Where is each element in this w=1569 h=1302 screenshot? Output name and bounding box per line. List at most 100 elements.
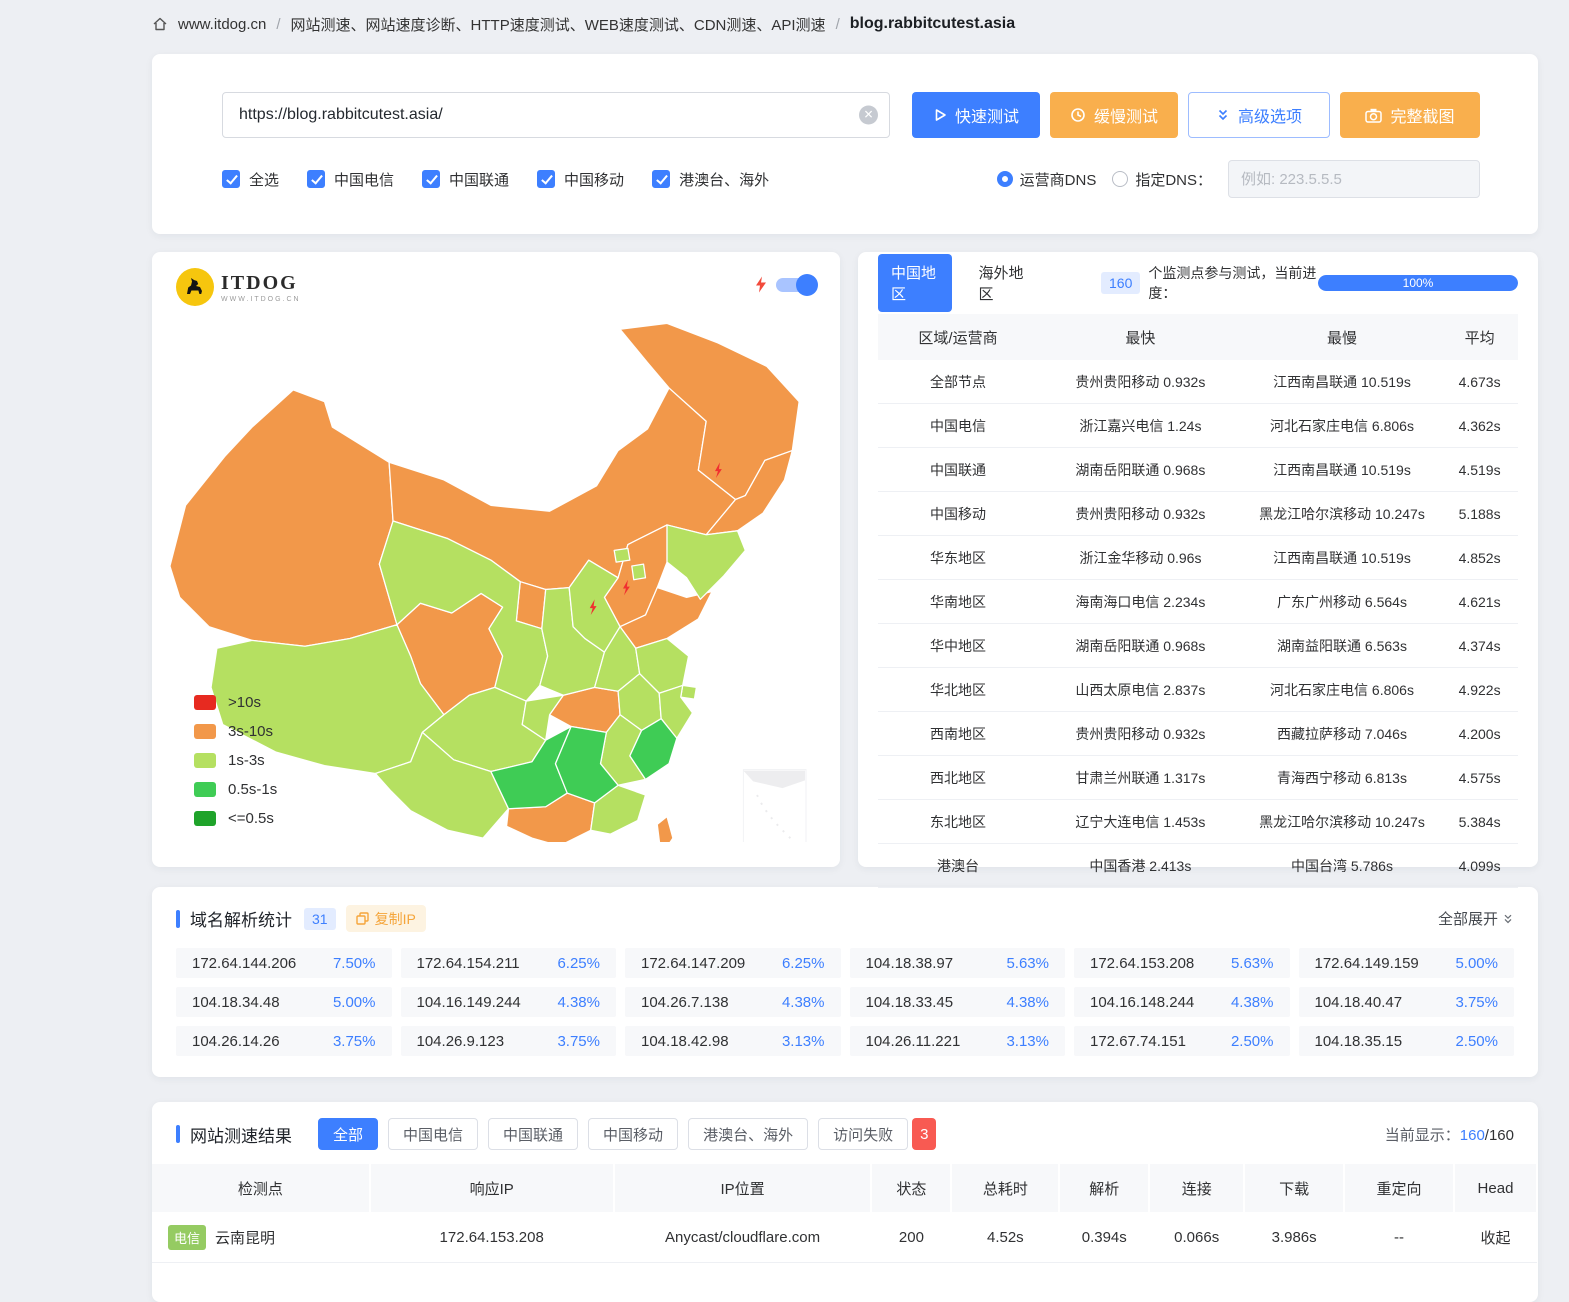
radio-custom-dns[interactable]: 指定DNS： — [1112, 169, 1212, 190]
dns-stats-card: 域名解析统计 31 复制IP 全部展开 172.64.144.206 7.50%… — [152, 887, 1538, 1077]
carrier-checkbox[interactable]: 中国联通 — [422, 169, 509, 190]
result-filter-tab[interactable]: 访问失败 — [818, 1118, 909, 1150]
carrier-checkbox[interactable]: 中国移动 — [537, 169, 624, 190]
ip-stat-cell[interactable]: 172.67.74.151 2.50% — [1074, 1026, 1290, 1056]
map-region-shanghai[interactable] — [680, 684, 698, 700]
ip-address: 104.26.11.221 — [865, 1032, 961, 1050]
ip-stat-cell[interactable]: 104.26.11.221 3.13% — [849, 1026, 1065, 1056]
map-lightning-marker — [589, 599, 597, 615]
ip-stat-cell[interactable]: 104.18.33.45 4.38% — [849, 987, 1065, 1017]
search-card: ✕ 快速测试 缓慢测试 高级选项 完整截图 — [152, 54, 1538, 234]
radio-dot[interactable] — [996, 171, 1013, 187]
results-header-row: 检测点 响应IP IP位置 状态 总耗时 解析 连接 下载 重定向 Head — [152, 1164, 1538, 1212]
ip-stat-cell[interactable]: 104.18.42.98 3.13% — [625, 1026, 841, 1056]
ip-address: 104.16.148.244 — [1090, 993, 1195, 1011]
map-region-liaoning[interactable] — [666, 524, 746, 600]
radio-carrier-dns[interactable]: 运营商DNS — [996, 169, 1096, 190]
advanced-options-button[interactable]: 高级选项 — [1188, 92, 1330, 138]
result-filter-tab[interactable]: 全部 — [318, 1118, 379, 1150]
clear-input-icon[interactable]: ✕ — [859, 105, 878, 125]
checkbox-box[interactable] — [422, 170, 441, 188]
ip-stat-cell[interactable]: 172.64.149.159 5.00% — [1298, 948, 1514, 978]
ip-stat-cell[interactable]: 104.16.148.244 4.38% — [1074, 987, 1290, 1017]
result-filter-tab-wrap: 全部 — [318, 1118, 379, 1150]
ip-stat-cell[interactable]: 104.16.149.244 4.38% — [400, 987, 616, 1017]
expand-all-button[interactable]: 全部展开 — [1438, 908, 1514, 929]
stats-average-cell: 5.384s — [1441, 799, 1518, 844]
stats-fastest-cell: 甘肃兰州联通 1.317s — [1038, 755, 1243, 800]
map-card: ITDOG WWW.ITDOG.CN >10s — [152, 252, 840, 867]
ip-stat-cell[interactable]: 104.18.35.15 2.50% — [1298, 1026, 1514, 1056]
map-region-hunan[interactable] — [554, 725, 619, 804]
ip-stat-cell[interactable]: 104.18.40.47 3.75% — [1298, 987, 1514, 1017]
ip-stat-cell[interactable]: 172.64.147.209 6.25% — [625, 948, 841, 978]
breadcrumb-home[interactable]: www.itdog.cn — [178, 15, 267, 33]
result-head-toggle[interactable]: 收起 — [1453, 1212, 1537, 1263]
slow-test-button[interactable]: 缓慢测试 — [1050, 92, 1178, 138]
carrier-checkbox[interactable]: 港澳台、海外 — [652, 169, 769, 190]
map-region-heilongjiang[interactable] — [619, 322, 800, 501]
ip-stat-cell[interactable]: 172.64.154.211 6.25% — [400, 948, 616, 978]
toggle-knob[interactable] — [796, 273, 818, 296]
map-region-jilin[interactable] — [705, 449, 793, 536]
carrier-checkbox[interactable]: 全选 — [222, 169, 279, 190]
results-header-cell: Head — [1453, 1164, 1538, 1212]
result-filter-tab[interactable]: 中国电信 — [388, 1118, 479, 1150]
ip-stat-cell[interactable]: 172.64.144.206 7.50% — [176, 948, 392, 978]
carrier-checkbox[interactable]: 中国电信 — [307, 169, 394, 190]
fast-test-button[interactable]: 快速测试 — [912, 92, 1040, 138]
breadcrumb-middle[interactable]: 网站测速、网站速度诊断、HTTP速度测试、WEB速度测试、CDN测速、API测速 — [290, 16, 826, 34]
section-accent-bar — [176, 1125, 180, 1143]
region-stats-table: 区域/运营商 最快 最慢 平均 全部节点 贵州贵阳移动 0.932s 江西南昌联通 1… — [878, 314, 1518, 888]
map-region-xinjiang[interactable] — [169, 389, 398, 647]
map-region-chongqing[interactable] — [521, 694, 564, 741]
result-filter-tab[interactable]: 港澳台、海外 — [688, 1118, 809, 1150]
result-filter-tab[interactable]: 中国联通 — [488, 1118, 579, 1150]
results-title: 网站测速结果 — [190, 1126, 292, 1146]
ip-stat-cell[interactable]: 104.18.38.97 5.63% — [849, 948, 1065, 978]
region-tab[interactable]: 中国地区 — [878, 254, 952, 312]
map-region-fujian[interactable] — [629, 718, 678, 781]
checkbox-box[interactable] — [537, 170, 556, 188]
china-map[interactable] — [158, 294, 814, 842]
full-screenshot-button[interactable]: 完整截图 — [1340, 92, 1480, 138]
ip-stat-cell[interactable]: 172.64.153.208 5.63% — [1074, 948, 1290, 978]
ip-address: 172.67.74.151 — [1090, 1032, 1186, 1050]
stats-average-cell: 5.188s — [1441, 491, 1518, 536]
result-row: 电信 云南昆明 172.64.153.208 Anycast/cloudflare… — [152, 1212, 1537, 1263]
radio-custom-dns-label: 指定DNS： — [1135, 171, 1212, 189]
map-region-beijing[interactable] — [613, 547, 631, 563]
ip-stat-cell[interactable]: 104.26.14.26 3.75% — [176, 1026, 392, 1056]
play-icon — [935, 109, 946, 121]
camera-icon — [1365, 108, 1383, 123]
ip-stat-cell[interactable]: 104.18.34.48 5.00% — [176, 987, 392, 1017]
legend-swatch — [194, 695, 216, 710]
results-table: 检测点 响应IP IP位置 状态 总耗时 解析 连接 下载 重定向 Head 电信 云南昆明 172… — [152, 1164, 1538, 1263]
stats-row: 中国联通 湖南岳阳联通 0.968s 江西南昌联通 10.519s 4.519s — [878, 447, 1518, 492]
ip-address: 104.16.149.244 — [416, 993, 521, 1011]
ip-percentage: 3.13% — [1006, 1032, 1049, 1050]
checkbox-box[interactable] — [222, 170, 240, 188]
checkbox-box[interactable] — [652, 170, 671, 188]
map-region-xizang[interactable] — [210, 624, 445, 775]
map-toggle-switch[interactable] — [776, 273, 818, 296]
ip-stat-cell[interactable]: 104.26.7.138 4.38% — [625, 987, 841, 1017]
result-filter-tab[interactable]: 中国移动 — [588, 1118, 679, 1150]
copy-ip-button[interactable]: 复制IP — [345, 905, 426, 932]
result-total-time-cell: 4.52s — [951, 1212, 1060, 1263]
url-input[interactable] — [222, 92, 890, 138]
south-china-sea-inset — [742, 769, 807, 842]
checkbox-box[interactable] — [307, 170, 326, 188]
ip-stat-cell[interactable]: 104.26.9.123 3.75% — [400, 1026, 616, 1056]
result-filter-tab-wrap: 访问失败 3 — [818, 1118, 937, 1150]
map-region-tianjin[interactable] — [631, 563, 647, 581]
stats-slowest-cell: 中国台湾 5.786s — [1242, 843, 1442, 888]
custom-dns-input[interactable] — [1228, 160, 1480, 198]
map-region-taiwan[interactable] — [656, 815, 674, 842]
radio-dot[interactable] — [1112, 171, 1129, 187]
chevron-double-down-icon — [1504, 914, 1512, 923]
full-screenshot-label: 完整截图 — [1390, 109, 1455, 126]
region-tab[interactable]: 海外地区 — [978, 265, 1024, 303]
result-filter-tab-wrap: 港澳台、海外 — [688, 1118, 809, 1150]
stats-header-cell: 区域/运营商 — [878, 314, 1038, 360]
